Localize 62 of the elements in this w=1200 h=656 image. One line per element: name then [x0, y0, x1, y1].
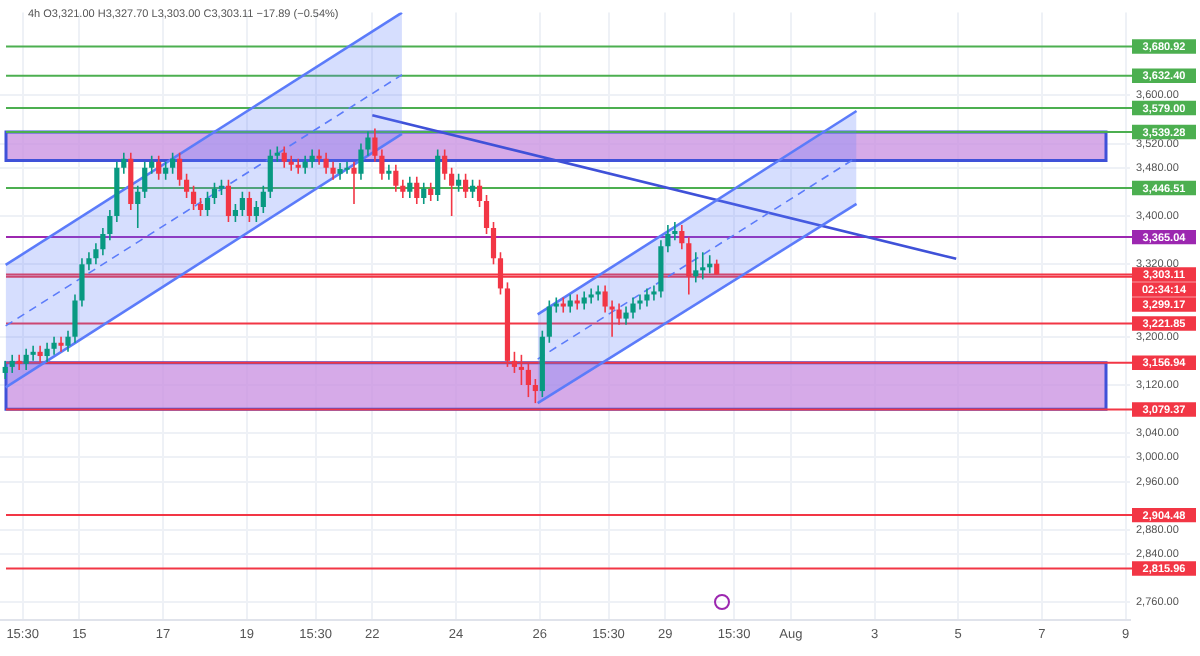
candlestick [449, 166, 455, 217]
candlestick [428, 182, 434, 202]
candlestick [232, 203, 239, 223]
candlestick [588, 287, 594, 305]
candlestick [560, 296, 566, 314]
candlestick [456, 172, 462, 193]
candlestick [211, 182, 218, 205]
candlestick [644, 287, 650, 308]
candlestick [546, 299, 552, 344]
candlestick [532, 378, 538, 404]
candlestick [623, 305, 629, 326]
candlestick [435, 148, 441, 202]
candlestick [567, 293, 573, 314]
candlestick [421, 182, 427, 205]
candlestick [197, 197, 204, 217]
candlestick [442, 148, 448, 181]
candlestick [490, 221, 497, 266]
candlestick [637, 293, 643, 311]
candlestick [288, 154, 294, 172]
candlestick [330, 160, 336, 181]
candlestick [170, 151, 176, 175]
candlestick [156, 154, 162, 181]
candlestick [351, 160, 357, 205]
candlestick [414, 175, 420, 205]
candlestick [463, 172, 469, 199]
candlestick [267, 148, 273, 199]
candlestick [476, 178, 483, 208]
candlestick [344, 160, 350, 175]
candlestick [23, 347, 29, 371]
candlestick [246, 191, 252, 223]
candlestick [386, 163, 392, 181]
candlestick [177, 151, 183, 187]
candlestick [128, 151, 134, 211]
candlestick [183, 172, 190, 199]
candlestick [9, 354, 15, 374]
candlestick [58, 335, 64, 353]
candlestick [595, 284, 601, 302]
candlestick [44, 341, 50, 363]
candlestick [630, 296, 636, 320]
candlestick [163, 160, 169, 181]
candlestick [225, 178, 232, 223]
candlestick [302, 154, 308, 175]
candlestick [407, 175, 413, 199]
candlestick [693, 251, 699, 284]
candlestick [204, 191, 211, 217]
candlestick [295, 157, 301, 175]
candlestick [239, 191, 245, 217]
candlestick [51, 335, 57, 356]
candlestick [581, 290, 587, 311]
candlestick [30, 344, 36, 362]
candlestick [393, 163, 399, 193]
candlestick [309, 148, 315, 169]
candlestick [483, 194, 490, 235]
candlestick [700, 251, 706, 281]
candlestick [281, 145, 287, 169]
candlestick [253, 200, 259, 223]
candlestick [316, 148, 322, 166]
candlestick [323, 151, 329, 175]
candlestick [2, 360, 8, 380]
candlestick [574, 293, 580, 311]
candlestick [190, 185, 197, 211]
candlestick [469, 178, 476, 199]
